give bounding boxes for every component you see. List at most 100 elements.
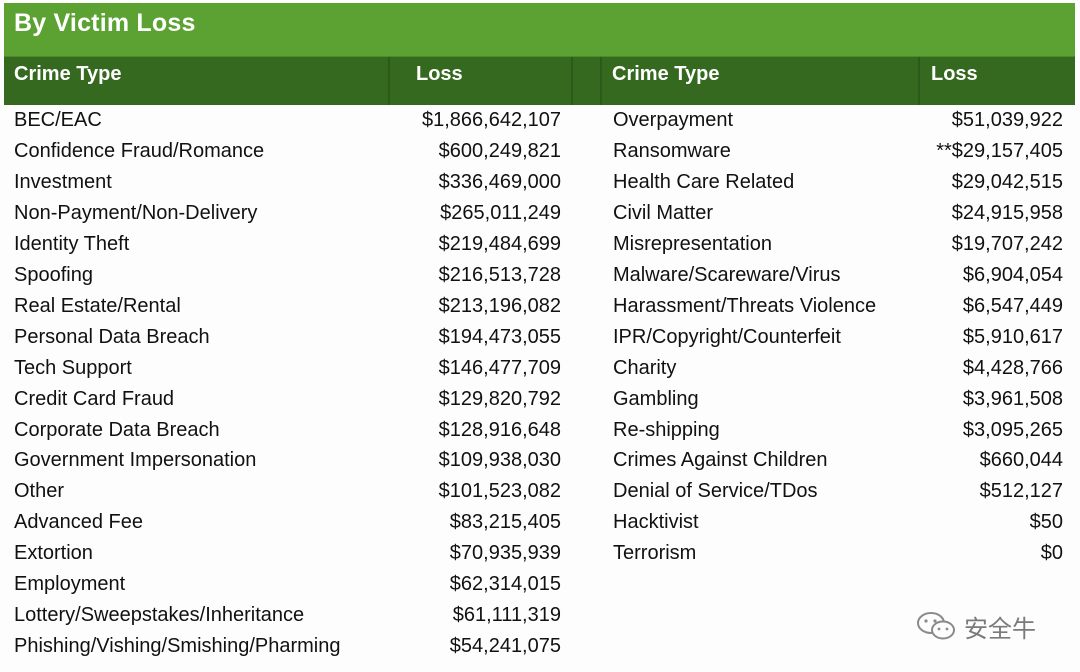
loss-cell: **$29,157,405 [936, 139, 1063, 162]
crime-type-cell: Phishing/Vishing/Smishing/Pharming [14, 635, 341, 658]
crime-type-cell: Extortion [14, 542, 93, 565]
table-row: Credit Card Fraud $129,820,792 [14, 384, 561, 415]
table-row: Corporate Data Breach $128,916,648 [14, 415, 561, 446]
crime-type-cell: Malware/Scareware/Virus [613, 263, 841, 286]
table-row: Malware/Scareware/Virus $6,904,054 [613, 260, 1063, 291]
table-row: Lottery/Sweepstakes/Inheritance $61,111,3… [14, 600, 561, 631]
table-title: By Victim Loss [14, 9, 196, 37]
crime-type-cell: Crimes Against Children [613, 449, 828, 472]
crime-type-cell: Employment [14, 573, 126, 596]
crime-type-cell: Ransomware [613, 139, 731, 162]
table-row: Overpayment $51,039,922 [613, 105, 1063, 136]
loss-cell: $70,935,939 [449, 542, 561, 565]
table-row: Investment $336,469,000 [14, 167, 561, 198]
table-row: Ransomware **$29,157,405 [613, 136, 1063, 167]
table-row: Hacktivist $50 [613, 507, 1063, 538]
loss-cell: $24,915,958 [951, 201, 1063, 224]
crime-type-cell: Overpayment [613, 109, 734, 131]
table-row: Other $101,523,082 [14, 476, 561, 507]
loss-cell: $19,707,242 [951, 232, 1063, 255]
crime-type-cell: Charity [613, 356, 677, 379]
crime-type-cell: Lottery/Sweepstakes/Inheritance [14, 604, 305, 627]
loss-cell: $336,469,000 [438, 170, 561, 193]
loss-cell: $50 [1029, 511, 1063, 534]
watermark-text: 安全牛 [964, 615, 1036, 643]
table-row: Spoofing $216,513,728 [14, 260, 561, 291]
crime-type-cell: Non-Payment/Non-Delivery [14, 201, 258, 224]
crime-type-cell: Harassment/Threats Violence [613, 294, 877, 317]
table-row: Gambling $3,961,508 [613, 384, 1063, 415]
crime-type-cell: Spoofing [14, 263, 93, 286]
header-crime-type-left: Crime Type [14, 63, 122, 85]
loss-cell: $62,314,015 [449, 573, 561, 596]
crime-type-cell: Advanced Fee [14, 511, 143, 534]
crime-type-cell: Corporate Data Breach [14, 418, 220, 441]
loss-cell: $54,241,075 [449, 635, 561, 658]
table-row: Crimes Against Children $660,044 [613, 445, 1063, 476]
header-loss-right: Loss [931, 63, 978, 85]
table-row: Tech Support $146,477,709 [14, 353, 561, 384]
wechat-icon [917, 612, 955, 640]
crime-type-cell: Re-shipping [613, 418, 720, 441]
loss-cell: $51,039,922 [951, 109, 1063, 131]
table-row: Real Estate/Rental $213,196,082 [14, 291, 561, 322]
crime-type-cell: Real Estate/Rental [14, 294, 181, 317]
table-row: Extortion $70,935,939 [14, 538, 561, 569]
loss-cell: $600,249,821 [438, 139, 561, 162]
table-row: Employment $62,314,015 [14, 569, 561, 600]
loss-cell: $128,916,648 [438, 418, 561, 441]
loss-cell: $213,196,082 [438, 294, 561, 317]
table-row: Confidence Fraud/Romance $600,249,821 [14, 136, 561, 167]
title-bar: By Victim Loss [4, 3, 1075, 57]
crime-type-cell: Other [14, 480, 65, 503]
crime-type-cell: Misrepresentation [613, 232, 772, 255]
header-loss-left: Loss [416, 63, 463, 85]
table-row: Harassment/Threats Violence $6,547,449 [613, 291, 1063, 322]
loss-cell: $219,484,699 [438, 232, 561, 255]
loss-cell: $1,866,642,107 [421, 109, 561, 131]
table-row: Charity $4,428,766 [613, 353, 1063, 384]
table-row: BEC/EAC $1,866,642,107 [14, 105, 561, 136]
crime-type-cell: Hacktivist [613, 511, 699, 534]
loss-cell: $146,477,709 [438, 356, 561, 379]
table-row: Terrorism $0 [613, 538, 1063, 569]
table-row: Government Impersonation $109,938,030 [14, 445, 561, 476]
loss-cell: $5,910,617 [962, 325, 1063, 348]
crime-type-cell: Personal Data Breach [14, 325, 210, 348]
header-divider [918, 57, 920, 105]
crime-type-cell: Tech Support [14, 356, 132, 379]
header-divider [388, 57, 390, 105]
crime-type-cell: Government Impersonation [14, 449, 257, 472]
loss-cell: $101,523,082 [438, 480, 561, 503]
table-row: Identity Theft $219,484,699 [14, 229, 561, 260]
loss-cell: $3,961,508 [962, 387, 1063, 410]
loss-cell: $0 [1040, 542, 1063, 565]
crime-type-cell: Civil Matter [613, 201, 714, 224]
table-row: Personal Data Breach $194,473,055 [14, 322, 561, 353]
table-row: Misrepresentation $19,707,242 [613, 229, 1063, 260]
crime-type-cell: Confidence Fraud/Romance [14, 139, 265, 162]
header-crime-type-right: Crime Type [612, 63, 720, 85]
crime-type-cell: IPR/Copyright/Counterfeit [613, 325, 841, 348]
loss-cell: $129,820,792 [438, 387, 561, 410]
header-divider [600, 57, 602, 105]
crime-type-cell: Terrorism [613, 542, 697, 565]
table-row: Civil Matter $24,915,958 [613, 198, 1063, 229]
loss-cell: $216,513,728 [438, 263, 561, 286]
table-row: Phishing/Vishing/Smishing/Pharming $54,24… [14, 631, 561, 662]
loss-cell: $265,011,249 [440, 201, 561, 224]
table-row: Advanced Fee $83,215,405 [14, 507, 561, 538]
table-row: Non-Payment/Non-Delivery $265,011,249 [14, 198, 561, 229]
table-row: Health Care Related $29,042,515 [613, 167, 1063, 198]
loss-cell: $29,042,515 [951, 170, 1063, 193]
loss-cell: $660,044 [979, 449, 1063, 472]
loss-cell: $61,111,319 [452, 604, 561, 627]
loss-cell: $194,473,055 [438, 325, 561, 348]
loss-cell: $6,904,054 [962, 263, 1063, 286]
crime-type-cell: Investment [14, 170, 112, 193]
crime-type-cell: BEC/EAC [14, 109, 102, 131]
table-row: Re-shipping $3,095,265 [613, 415, 1063, 446]
loss-cell: $6,547,449 [962, 294, 1063, 317]
crime-type-cell: Health Care Related [613, 170, 795, 193]
